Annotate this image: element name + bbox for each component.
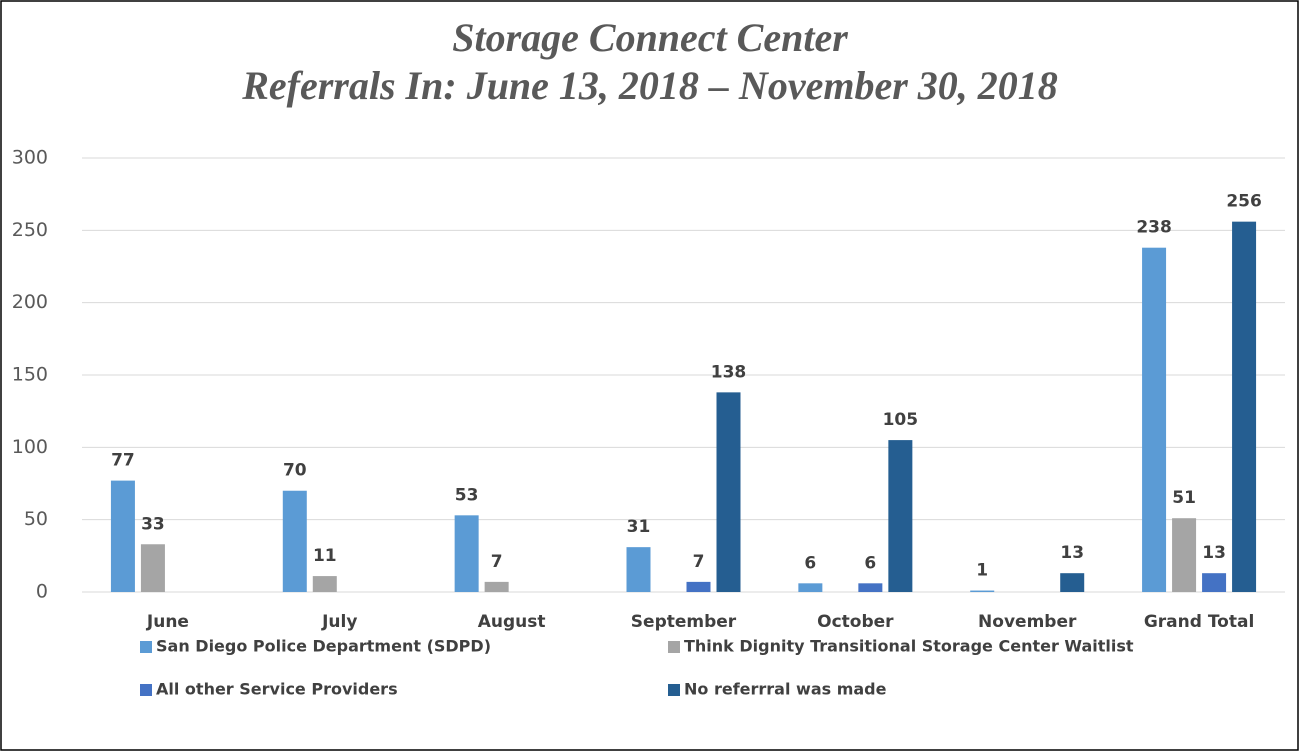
- data-label: 51: [1172, 488, 1196, 508]
- bar: [312, 576, 337, 592]
- y-tick-label: 300: [12, 147, 48, 169]
- data-label: 13: [1060, 543, 1084, 563]
- y-tick-label: 250: [12, 219, 48, 241]
- y-tick-label: 200: [12, 291, 48, 313]
- chart-subtitle: Referrals In: June 13, 2018 – November 3…: [241, 63, 1058, 108]
- legend-swatch: [140, 641, 152, 653]
- bar: [798, 583, 823, 592]
- legend-label: Think Dignity Transitional Storage Cente…: [684, 637, 1134, 656]
- x-tick-label: Grand Total: [1144, 612, 1254, 632]
- data-label: 7: [491, 552, 503, 572]
- data-label: 6: [864, 553, 876, 573]
- bar: [140, 544, 165, 592]
- bar: [686, 581, 711, 592]
- legend-swatch: [668, 641, 680, 653]
- x-tick-label: November: [978, 612, 1077, 632]
- x-tick-label: October: [817, 612, 894, 632]
- data-label: 238: [1136, 218, 1172, 238]
- legend-swatch: [140, 684, 152, 696]
- bar: [716, 392, 741, 592]
- data-label: 31: [627, 517, 651, 537]
- data-label: 53: [455, 485, 479, 505]
- bar: [858, 583, 883, 592]
- x-tick-label: June: [146, 612, 189, 632]
- x-tick-label: July: [321, 612, 357, 632]
- data-label: 11: [313, 546, 337, 566]
- data-label: 105: [883, 410, 919, 430]
- data-label: 7: [693, 552, 705, 572]
- data-label: 33: [141, 514, 165, 534]
- y-tick-label: 150: [12, 364, 48, 386]
- bar: [1060, 573, 1085, 592]
- data-label: 256: [1226, 192, 1262, 212]
- data-label: 138: [711, 362, 747, 382]
- x-tick-label: September: [631, 612, 737, 632]
- y-tick-label: 50: [24, 508, 48, 530]
- bar: [1202, 573, 1227, 592]
- bar: [282, 490, 307, 592]
- bar: [1142, 247, 1167, 592]
- bar: [454, 515, 479, 592]
- legend-label: All other Service Providers: [156, 680, 398, 699]
- bar: [970, 590, 995, 592]
- bar: [484, 581, 509, 592]
- bar: [626, 547, 651, 592]
- x-tick-label: August: [478, 612, 546, 632]
- data-label: 70: [283, 461, 307, 481]
- legend-label: San Diego Police Department (SDPD): [156, 637, 491, 656]
- data-label: 77: [111, 451, 135, 471]
- bar: [888, 440, 913, 592]
- bar: [1232, 221, 1257, 593]
- y-tick-label: 100: [12, 436, 48, 458]
- data-label: 1: [976, 561, 988, 581]
- bar: [1172, 518, 1197, 592]
- data-label: 6: [804, 553, 816, 573]
- data-label: 13: [1202, 543, 1226, 563]
- bar: [110, 480, 135, 592]
- chart-title: Storage Connect Center: [452, 15, 848, 60]
- legend-label: No referrral was made: [684, 680, 887, 699]
- y-tick-label: 0: [36, 581, 48, 603]
- legend-swatch: [668, 684, 680, 696]
